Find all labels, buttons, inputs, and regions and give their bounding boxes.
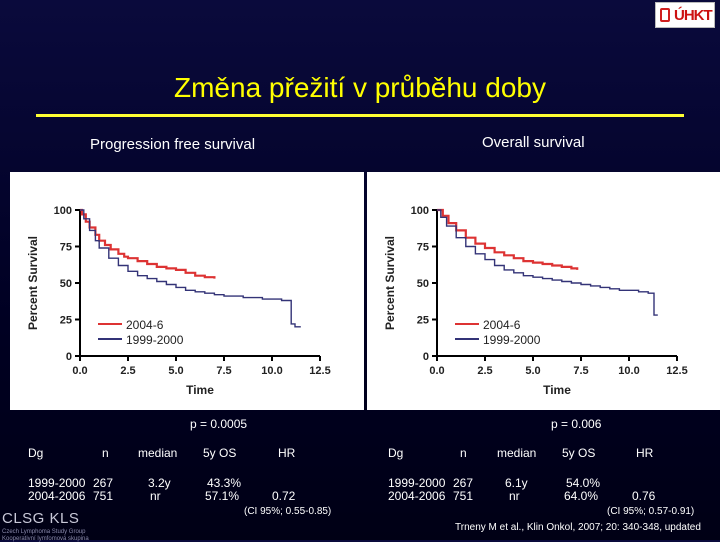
series-line-blue [80, 209, 301, 328]
header-5y-os: 5y OS [562, 446, 596, 460]
x-tick-label: 0.0 [429, 365, 444, 377]
os-chart: 0 25 50 75 100 0.0 2.5 5.0 7.5 10.0 12.5 Time Percen… [367, 172, 720, 410]
pfs-chart-svg: 0 25 50 75 100 0.0 2.5 5.0 7.5 10.0 12.5 Time Percen… [26, 205, 331, 397]
clsg-kls-logo: CLSG KLS Czech Lymphoma Study Group Koop… [0, 508, 130, 542]
row2-dg: 2004-2006 [388, 489, 446, 503]
y-tick-label: 75 [417, 242, 429, 254]
pfs-p-value: p = 0.0005 [190, 417, 248, 431]
row1-5y-os: 54.0% [566, 476, 601, 490]
y-tick-label: 100 [54, 205, 72, 217]
legend-label: 1999-2000 [126, 333, 184, 347]
header-n: n [102, 446, 109, 460]
y-axis-title: Percent Survival [383, 236, 397, 330]
row1-dg: 1999-2000 [28, 476, 86, 490]
x-tick-label: 5.0 [168, 365, 183, 377]
slide-title: Změna přežití v průběhu doby [174, 72, 546, 103]
header-n: n [460, 446, 467, 460]
title-underline [36, 114, 684, 117]
y-tick-label: 75 [60, 242, 72, 254]
header-dg: Dg [388, 446, 404, 460]
os-panel-title: Overall survival [482, 134, 585, 151]
row2-5y-os: 57.1% [205, 489, 240, 503]
row2-median: nr [509, 489, 520, 503]
y-tick-label: 0 [423, 351, 429, 363]
row2-dg: 2004-2006 [28, 489, 86, 503]
header-hr: HR [278, 446, 296, 460]
x-tick-label: 10.0 [618, 365, 639, 377]
header-median: median [497, 446, 537, 460]
y-axis-title: Percent Survival [26, 236, 40, 330]
uhkt-logo-text: ÚHKT [674, 7, 713, 24]
y-tick-label: 25 [417, 315, 429, 327]
os-chart-svg: 0 25 50 75 100 0.0 2.5 5.0 7.5 10.0 12.5 Time Percen… [383, 205, 688, 397]
y-tick-label: 50 [60, 278, 72, 290]
citation: Trneny M et al., Klin Onkol, 2007; 20: 3… [455, 522, 701, 533]
header-5y-os: 5y OS [203, 446, 237, 460]
x-axis-title: Time [186, 383, 214, 397]
hr-ci: (CI 95%; 0.55-0.85) [244, 506, 332, 517]
row1-dg: 1999-2000 [388, 476, 446, 490]
y-tick-label: 50 [417, 278, 429, 290]
kls-logo-subtitle: Kooperativní lymfomová skupina [2, 536, 89, 542]
row2-n: 751 [453, 489, 474, 503]
pfs-panel-title: Progression free survival [90, 136, 256, 153]
y-tick-label: 0 [66, 351, 72, 363]
row1-n: 267 [93, 476, 114, 490]
row1-n: 267 [453, 476, 474, 490]
legend-label: 1999-2000 [483, 333, 541, 347]
row2-median: nr [150, 489, 161, 503]
y-tick-label: 25 [60, 315, 72, 327]
x-tick-label: 7.5 [573, 365, 588, 377]
series-line-red [80, 208, 216, 279]
header-hr: HR [636, 446, 654, 460]
uhkt-logo-mark-icon [660, 8, 670, 22]
row2-n: 751 [93, 489, 114, 503]
row2-5y-os: 64.0% [564, 489, 599, 503]
y-tick-label: 100 [411, 205, 429, 217]
header-dg: Dg [28, 446, 44, 460]
x-tick-label: 5.0 [525, 365, 540, 377]
x-tick-label: 12.5 [666, 365, 687, 377]
x-tick-label: 10.0 [261, 365, 282, 377]
series-line-red [437, 208, 579, 270]
pfs-chart: 0 25 50 75 100 0.0 2.5 5.0 7.5 10.0 12.5 Time Percen… [10, 172, 364, 410]
row1-5y-os: 43.3% [207, 476, 242, 490]
x-tick-label: 2.5 [120, 365, 135, 377]
legend-label: 2004-6 [483, 318, 521, 332]
legend-label: 2004-6 [126, 318, 164, 332]
x-tick-label: 7.5 [216, 365, 231, 377]
uhkt-logo: ÚHKT [655, 2, 715, 28]
os-p-value: p = 0.006 [551, 417, 602, 431]
row1-median: 3.2y [148, 476, 171, 490]
x-tick-label: 12.5 [309, 365, 330, 377]
hr-value: 0.72 [272, 489, 296, 503]
x-axis-title: Time [543, 383, 571, 397]
hr-ci: (CI 95%; 0.57-0.91) [607, 506, 695, 517]
x-tick-label: 2.5 [477, 365, 492, 377]
hr-value: 0.76 [632, 489, 656, 503]
clsg-logo-subtitle: Czech Lymphoma Study Group [2, 529, 86, 535]
row1-median: 6.1y [505, 476, 528, 490]
x-tick-label: 0.0 [72, 365, 87, 377]
clsg-logo-text: CLSG KLS [2, 510, 80, 527]
header-median: median [138, 446, 178, 460]
series-line-blue [437, 209, 658, 316]
